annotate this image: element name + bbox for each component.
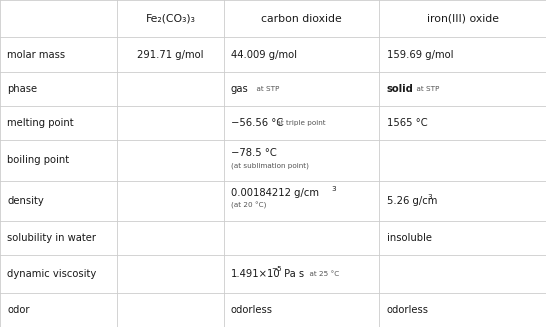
Text: phase: phase bbox=[7, 84, 37, 94]
Text: 1.491×10: 1.491×10 bbox=[231, 269, 281, 279]
Text: 159.69 g/mol: 159.69 g/mol bbox=[387, 49, 453, 60]
Text: at triple point: at triple point bbox=[272, 120, 325, 126]
Text: odorless: odorless bbox=[387, 305, 429, 315]
Text: −5: −5 bbox=[271, 266, 282, 272]
Text: at STP: at STP bbox=[252, 86, 279, 92]
Text: solubility in water: solubility in water bbox=[7, 233, 96, 243]
Text: −56.56 °C: −56.56 °C bbox=[231, 118, 283, 128]
Text: dynamic viscosity: dynamic viscosity bbox=[7, 269, 96, 279]
Text: insoluble: insoluble bbox=[387, 233, 431, 243]
Text: 5.26 g/cm: 5.26 g/cm bbox=[387, 196, 437, 206]
Text: Fe₂(CO₃)₃: Fe₂(CO₃)₃ bbox=[146, 14, 195, 24]
Text: Pa s: Pa s bbox=[281, 269, 304, 279]
Text: density: density bbox=[7, 196, 44, 206]
Text: melting point: melting point bbox=[7, 118, 74, 128]
Text: 3: 3 bbox=[331, 186, 336, 192]
Text: gas: gas bbox=[231, 84, 249, 94]
Text: (at 20 °C): (at 20 °C) bbox=[231, 202, 266, 209]
Text: odor: odor bbox=[7, 305, 29, 315]
Text: (at sublimation point): (at sublimation point) bbox=[231, 162, 309, 169]
Text: odorless: odorless bbox=[231, 305, 273, 315]
Text: boiling point: boiling point bbox=[7, 155, 69, 165]
Text: solid: solid bbox=[387, 84, 413, 94]
Text: 291.71 g/mol: 291.71 g/mol bbox=[138, 49, 204, 60]
Text: molar mass: molar mass bbox=[7, 49, 65, 60]
Text: at 25 °C: at 25 °C bbox=[305, 271, 339, 277]
Text: 0.00184212 g/cm: 0.00184212 g/cm bbox=[231, 188, 319, 198]
Text: carbon dioxide: carbon dioxide bbox=[262, 14, 342, 24]
Text: 3: 3 bbox=[428, 194, 432, 200]
Text: 1565 °C: 1565 °C bbox=[387, 118, 427, 128]
Text: 44.009 g/mol: 44.009 g/mol bbox=[231, 49, 297, 60]
Text: −78.5 °C: −78.5 °C bbox=[231, 148, 277, 159]
Text: at STP: at STP bbox=[412, 86, 439, 92]
Text: iron(III) oxide: iron(III) oxide bbox=[427, 14, 498, 24]
